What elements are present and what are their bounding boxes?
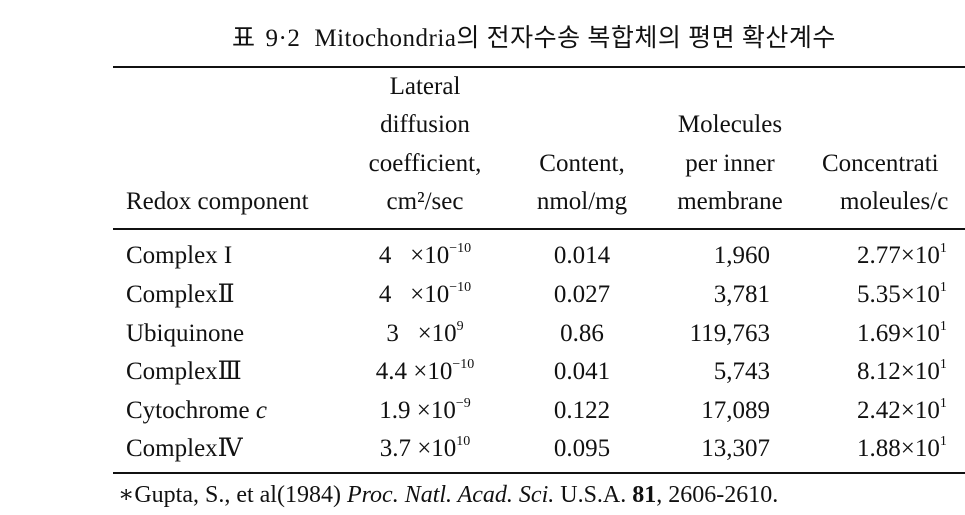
title-prefix: 표 [232, 25, 256, 52]
row-4-content: 0.041 [553, 358, 611, 385]
header-concentration-line1: Concentrati [822, 150, 939, 177]
header-diffusion-line4: cm²/sec [386, 188, 464, 215]
footnote-volume: 81 [632, 482, 657, 508]
footnote-pages: , 2606-2610. [656, 482, 779, 508]
row-4-concentration: 8.12×101 [857, 357, 947, 386]
header-content-line2: nmol/mg [536, 188, 628, 215]
header-concentration-line2: moleules/c [840, 188, 949, 215]
row-1-content: 0.014 [553, 242, 611, 269]
footnote-marker: ∗ [118, 482, 135, 508]
row-5-content: 0.122 [553, 397, 611, 424]
title-text: Mitochondria의 전자수송 복합체의 평면 확산계수 [314, 25, 836, 52]
row-5-concentration: 2.42×101 [857, 396, 947, 425]
row-1-name: Complex I [126, 242, 233, 269]
table-number: 9·2 [265, 25, 301, 52]
header-rule [113, 228, 965, 230]
top-rule [113, 66, 965, 68]
row-6-molecules: 13,307 [701, 435, 770, 462]
row-4-molecules: 5,743 [713, 358, 770, 385]
header-content-line1: Content, [539, 150, 625, 177]
header-molecules-line2: per inner [685, 150, 775, 177]
row-2-content: 0.027 [553, 281, 611, 308]
row-3-name: Ubiquinone [126, 320, 245, 347]
row-3-diffusion: 3 ×109 [386, 319, 464, 348]
row-4-name: ComplexⅢ [126, 358, 242, 385]
header-molecules-line1: Molecules [677, 111, 783, 138]
row-2-name: ComplexⅡ [126, 281, 235, 308]
header-redox-component: Redox component [126, 188, 309, 215]
header-molecules-line3: membrane [677, 188, 783, 215]
footnote-journal: Proc. Natl. Acad. Sci. [346, 482, 555, 508]
row-5-name: Cytochrome c [126, 397, 267, 424]
row-3-content: 0.86 [560, 320, 604, 347]
row-1-concentration: 2.77×101 [857, 241, 947, 270]
row-6-content: 0.095 [553, 435, 611, 462]
header-diffusion-line2: diffusion [380, 111, 470, 138]
row-6-diffusion: 3.7 ×1010 [379, 434, 471, 463]
row-6-name: ComplexⅣ [126, 435, 243, 462]
footnote: ∗Gupta, S., et al(1984) Proc. Natl. Acad… [118, 480, 778, 509]
header-diffusion-line3: coefficient, [368, 150, 482, 177]
row-3-molecules: 119,763 [689, 320, 770, 347]
row-4-diffusion: 4.4 ×10−10 [375, 357, 475, 386]
bottom-rule [113, 472, 965, 474]
row-1-diffusion: 4 ×10−10 [378, 241, 472, 270]
footnote-authors: Gupta, S., et al(1984) [134, 482, 341, 508]
row-5-diffusion: 1.9 ×10−9 [379, 396, 471, 425]
footnote-country: U.S.A. [560, 482, 627, 508]
row-1-molecules: 1,960 [713, 242, 770, 269]
row-2-diffusion: 4 ×10−10 [378, 280, 472, 309]
row-2-molecules: 3,781 [713, 281, 770, 308]
row-3-concentration: 1.69×101 [857, 319, 947, 348]
row-5-molecules: 17,089 [701, 397, 770, 424]
table-title: 표 9·2 Mitochondria의 전자수송 복합체의 평면 확산계수 [232, 18, 836, 54]
header-diffusion-line1: Lateral [389, 73, 461, 100]
row-2-concentration: 5.35×101 [857, 280, 947, 309]
row-6-concentration: 1.88×101 [857, 434, 947, 463]
